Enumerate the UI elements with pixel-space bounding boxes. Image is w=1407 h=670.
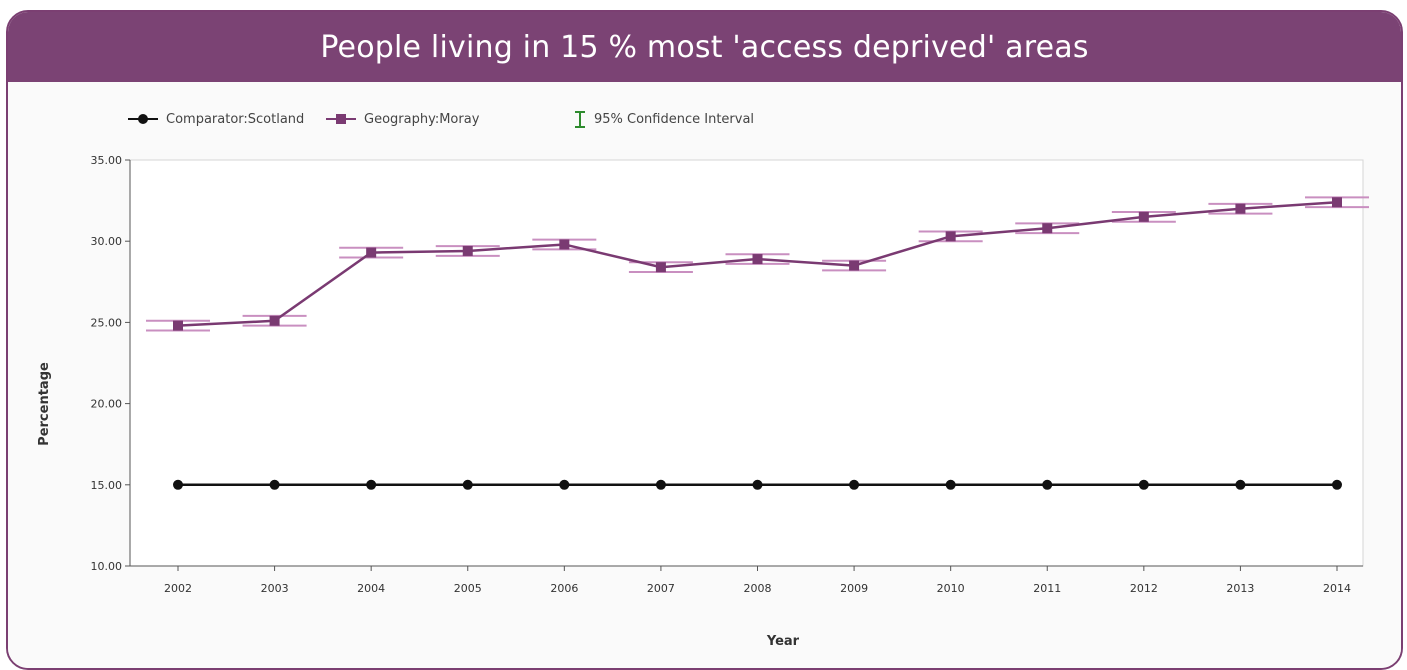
- line-chart: Comparator:Scotland Geography:Moray 95% …: [37, 111, 1369, 649]
- axes: 10.00 15.00 20.00 25.00 30.00 35.00 2002 2003 20…: [91, 154, 1364, 595]
- geography-point: [366, 247, 377, 258]
- legend: Comparator:Scotland Geography:Moray 95% …: [128, 111, 754, 128]
- comparator-point: [945, 479, 956, 490]
- geography-point: [1332, 197, 1342, 208]
- plot-background: [129, 159, 1364, 567]
- x-tick-label: 2007: [647, 582, 675, 595]
- geography-point: [1235, 203, 1246, 214]
- comparator-point: [366, 479, 377, 490]
- comparator-point: [1235, 479, 1246, 490]
- x-tick-label: 2002: [164, 582, 192, 595]
- x-tick-label: 2010: [937, 582, 965, 595]
- geography-point: [462, 245, 473, 256]
- x-tick-label: 2009: [840, 582, 868, 595]
- x-tick-label: 2006: [550, 582, 578, 595]
- y-tick-label: 20.00: [91, 398, 123, 411]
- chart-title-bar: People living in 15 % most 'access depri…: [8, 12, 1401, 82]
- x-tick-label: 2012: [1130, 582, 1158, 595]
- geography-point: [173, 320, 183, 331]
- comparator-point: [1138, 479, 1149, 490]
- x-tick-label: 2005: [454, 582, 482, 595]
- x-tick-label: 2011: [1033, 582, 1061, 595]
- y-tick-label: 15.00: [91, 479, 123, 492]
- legend-geography-label: Geography:Moray: [364, 112, 480, 127]
- comparator-point: [655, 479, 666, 490]
- x-tick-label: 2014: [1323, 582, 1351, 595]
- comparator-point: [1332, 479, 1342, 490]
- legend-comparator-marker: [138, 114, 148, 124]
- geography-point: [269, 315, 280, 326]
- geography-point: [1042, 223, 1053, 234]
- comparator-point: [752, 479, 763, 490]
- geography-point: [849, 260, 860, 271]
- x-tick-label: 2004: [357, 582, 385, 595]
- comparator-point: [462, 479, 473, 490]
- legend-comparator-label: Comparator:Scotland: [166, 112, 304, 127]
- y-tick-label: 10.00: [91, 560, 123, 573]
- comparator-point: [559, 479, 570, 490]
- geography-point: [752, 254, 763, 265]
- geography-point: [559, 239, 570, 250]
- series: [173, 197, 1342, 490]
- comparator-point: [173, 479, 183, 490]
- chart-panel: People living in 15 % most 'access depri…: [6, 10, 1403, 670]
- x-tick-label: 2008: [744, 582, 772, 595]
- chart-title: People living in 15 % most 'access depri…: [320, 29, 1089, 65]
- comparator-point: [1042, 479, 1053, 490]
- legend-ci-label: 95% Confidence Interval: [594, 112, 754, 127]
- legend-geography-marker: [336, 114, 346, 124]
- x-tick-label: 2013: [1226, 582, 1254, 595]
- y-tick-label: 25.00: [91, 316, 123, 329]
- x-tick-label: 2003: [261, 582, 289, 595]
- y-tick-label: 30.00: [91, 235, 123, 248]
- legend-ci-icon: [575, 111, 585, 128]
- geography-point: [655, 262, 666, 273]
- plot-area: Comparator:Scotland Geography:Moray 95% …: [8, 82, 1401, 668]
- comparator-point: [269, 479, 280, 490]
- x-axis-title: Year: [766, 634, 800, 649]
- y-tick-label: 35.00: [91, 154, 123, 167]
- y-axis-title: Percentage: [37, 362, 52, 446]
- geography-point: [945, 231, 956, 242]
- geography-point: [1138, 211, 1149, 222]
- comparator-point: [849, 479, 860, 490]
